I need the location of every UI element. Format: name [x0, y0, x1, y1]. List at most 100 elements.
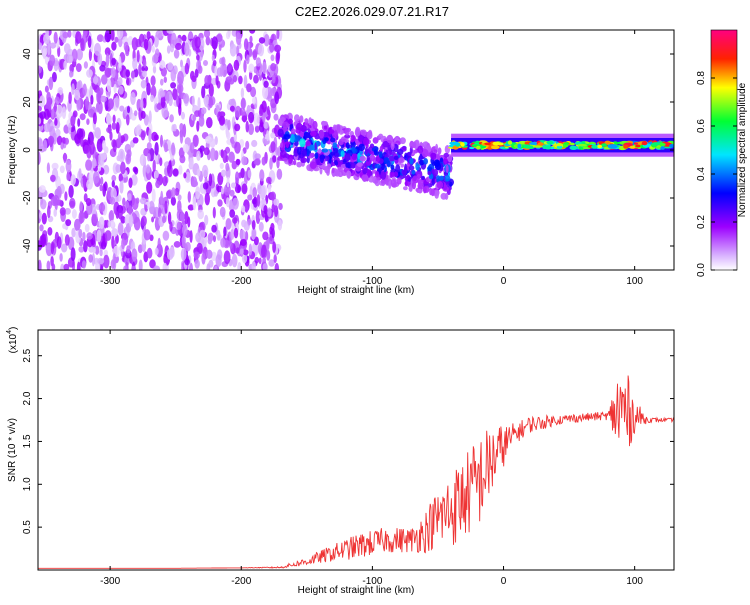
spectrogram-cell — [150, 94, 155, 103]
spectrogram-cell — [166, 164, 171, 174]
spectrogram-cell — [280, 150, 287, 158]
spectrogram-cell — [99, 249, 103, 257]
spectrogram-cell — [301, 148, 307, 157]
spectrogram-cell — [423, 185, 430, 193]
spectrogram-cell — [469, 146, 475, 150]
spectrogram-cell — [102, 140, 106, 151]
spectrogram-cell — [119, 105, 125, 112]
spectrogram-cell — [523, 144, 531, 149]
spectrogram-cell — [225, 218, 232, 230]
spectrogram-cell — [167, 62, 174, 71]
spectrogram-cell — [163, 142, 168, 153]
spectrogram-cell — [270, 54, 275, 62]
spectrogram-cell — [131, 37, 139, 51]
spectrogram-cell — [317, 149, 322, 154]
exponent-base: (x10 — [8, 333, 19, 353]
spectrogram-cell — [382, 140, 390, 148]
spectrogram-cell — [143, 229, 151, 241]
spectrogram-cell — [110, 187, 117, 200]
spectrogram-cell — [146, 31, 151, 40]
spectrogram-cell — [81, 260, 87, 269]
spectrogram-cell — [241, 205, 246, 213]
spectrogram-cell — [363, 137, 370, 146]
spectrogram-cell — [213, 235, 216, 243]
spectrogram-cell — [222, 149, 228, 164]
spectrogram-cell — [92, 76, 99, 85]
spectrogram-cell — [148, 200, 155, 214]
spectrogram-cell — [180, 247, 187, 261]
spectrogram-cell — [563, 142, 570, 145]
spectrogram-cell — [117, 222, 124, 236]
spectrogram-cell — [192, 134, 199, 147]
spectrogram-cell — [225, 162, 230, 172]
spectrogram-cell — [249, 35, 253, 43]
spectrogram-cell — [252, 187, 257, 199]
spectrogram-cell — [408, 165, 415, 171]
x-tick-label: -200 — [231, 276, 251, 287]
y-tick-label: -40 — [22, 238, 33, 253]
spectrogram-cell — [159, 60, 166, 69]
spectrogram-cell — [107, 98, 114, 110]
spectrogram-cell — [103, 254, 110, 269]
spectrogram-cell — [283, 134, 291, 140]
y-tick-label: 40 — [22, 48, 33, 60]
spectrogram-cell — [232, 217, 238, 224]
x-tick-label: 100 — [626, 276, 643, 287]
spectrogram-cell — [82, 83, 87, 96]
spectrogram-cell — [491, 145, 500, 150]
spectrogram-cell — [50, 241, 55, 255]
spectrogram-cell — [94, 127, 101, 139]
spectrogram-cell — [270, 63, 277, 72]
spectrogram-cell — [142, 164, 147, 178]
spectrogram-cell — [103, 164, 110, 175]
spectrogram-cell — [71, 227, 76, 238]
spectrogram-cell — [629, 145, 636, 149]
spectrogram-cell — [96, 103, 100, 113]
spectrogram-cell — [178, 85, 182, 99]
spectrogram-cell — [162, 215, 166, 224]
spectrogram-cell — [55, 128, 61, 137]
spectrogram-cell — [155, 216, 159, 228]
spectrogram-cell — [383, 157, 390, 164]
spectrogram-cell — [38, 259, 42, 270]
spectrogram-cell — [138, 259, 143, 270]
spectrogram-cell — [38, 138, 44, 151]
spectrogram-cell — [56, 236, 62, 249]
spectrogram-cell — [259, 169, 265, 182]
spectrogram-cell — [263, 34, 270, 47]
spectrogram-cell — [181, 111, 185, 120]
spectrogram-cell — [49, 42, 57, 49]
spectrogram-cell — [219, 162, 224, 169]
spectrogram-cell — [227, 62, 232, 73]
spectrogram-cell — [411, 170, 416, 175]
spectrogram-cell — [139, 97, 144, 111]
spectrogram-cell — [187, 191, 191, 203]
spectrogram-cell — [449, 181, 453, 187]
spectrogram-cell — [174, 187, 180, 196]
spectrogram-cell — [247, 218, 252, 225]
spectrogram-cell — [261, 244, 268, 259]
spectrogram-cell — [268, 259, 275, 267]
spectrogram-cell — [39, 211, 43, 220]
spectrogram-cell — [433, 149, 438, 154]
spectrogram-cell — [253, 196, 258, 208]
spectrogram-cell — [435, 159, 440, 168]
spectrogram-cell — [194, 36, 201, 49]
spectrogram-cell — [91, 213, 97, 226]
spectrogram-cell — [555, 143, 563, 147]
spectrogram-cell — [60, 263, 65, 270]
spectrogram-cell — [239, 248, 244, 255]
spectrogram-cell — [235, 32, 242, 46]
spectrogram-cell — [390, 179, 397, 188]
spectrogram-cell — [340, 164, 347, 169]
spectrogram-cell — [350, 140, 356, 149]
spectrogram-cell — [112, 114, 116, 124]
spectrogram-cell — [507, 140, 513, 145]
spectrogram-cell — [170, 68, 177, 82]
spectrogram-cell — [111, 228, 119, 237]
spectrogram-cell — [65, 159, 72, 173]
spectrogram-cell — [263, 121, 269, 129]
spectrogram-cell — [56, 135, 63, 146]
spectrogram-cell — [117, 132, 122, 146]
spectrogram-cell — [41, 212, 47, 225]
